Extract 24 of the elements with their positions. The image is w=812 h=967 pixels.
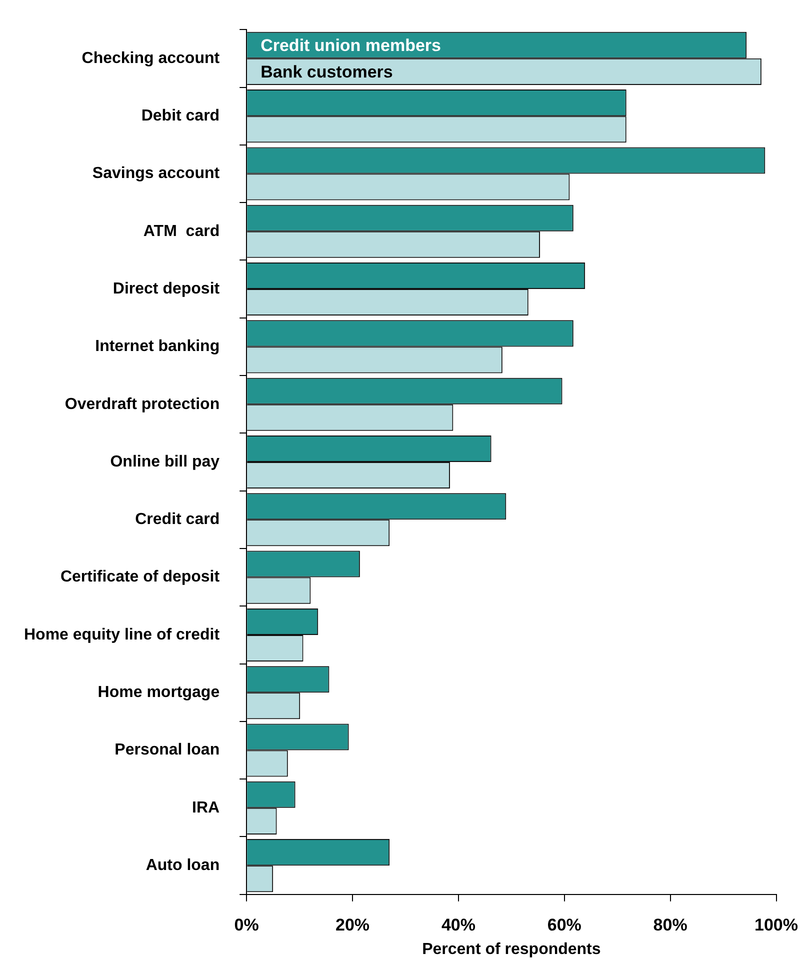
y-tick-label: Internet banking [95, 338, 220, 356]
x-tick-label: 20% [336, 915, 370, 934]
y-tick-label: Savings account [92, 165, 220, 182]
x-tick-label: 100% [754, 915, 798, 934]
y-tick-label: Direct deposit [112, 280, 220, 298]
y-tick-label: Overdraft protection [64, 396, 220, 413]
x-axis-title: Percent of respondents [422, 940, 601, 958]
y-tick-label: Certificate of deposit [60, 568, 220, 586]
y-tick-label: IRA [192, 799, 220, 816]
x-tick-label: 80% [653, 915, 688, 934]
y-tick-label: Personal loan [114, 742, 220, 759]
series-label: Bank customers [260, 62, 393, 82]
y-tick-label: Auto loan [146, 856, 220, 874]
y-tick-label: Online bill pay [110, 453, 220, 470]
x-tick-label: 60% [547, 915, 582, 934]
y-tick-label: Debit card [141, 107, 220, 124]
y-tick-label: Home mortgage [98, 684, 220, 702]
y-tick-label: Credit card [135, 511, 220, 528]
x-tick-label: 0% [234, 915, 259, 934]
y-tick-label: Checking account [82, 50, 220, 67]
y-tick-label: Home equity line of credit [24, 626, 220, 644]
x-tick-label: 40% [441, 915, 476, 934]
series-label: Credit union members [260, 36, 442, 55]
y-tick-label: ATM card [143, 222, 220, 240]
